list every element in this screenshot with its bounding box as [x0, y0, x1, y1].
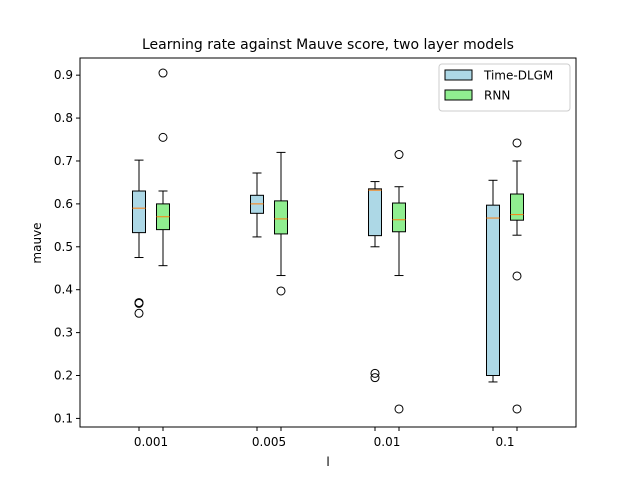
plot-area [132, 68, 524, 414]
outlier-point [158, 132, 168, 142]
outlier-point [276, 286, 286, 296]
y-tick-label: 0.5 [54, 240, 73, 254]
legend: Time-DLGM RNN [438, 63, 571, 112]
x-axis: 0.001 0.005 0.01 0.1 [134, 427, 518, 449]
legend-label-time-dlgm: Time-DLGM [483, 69, 553, 83]
y-tick-label: 0.7 [54, 154, 73, 168]
iqr-box [132, 190, 146, 234]
outlier-point [370, 373, 380, 383]
legend-swatch-time-dlgm [444, 69, 473, 81]
outlier-point [394, 404, 404, 414]
iqr-box [486, 204, 500, 377]
x-tick-label: 0.001 [134, 435, 168, 449]
box-rnn-0.01 [392, 150, 406, 414]
x-tick-label: 0.1 [495, 435, 514, 449]
outlier-point [134, 298, 144, 308]
legend-label-rnn: RNN [484, 89, 510, 103]
y-tick-label: 0.1 [54, 411, 73, 425]
box-time-dlgm-0.01 [368, 181, 382, 383]
iqr-box [274, 200, 288, 235]
box-rnn-0.001 [156, 68, 170, 267]
outlier-point [512, 404, 522, 414]
y-tick-label: 0.3 [54, 326, 73, 340]
x-tick-label: 0.005 [252, 435, 286, 449]
outlier-point [394, 150, 404, 160]
y-tick-label: 0.2 [54, 369, 73, 383]
box-rnn-0.005 [274, 151, 288, 296]
outlier-point [512, 271, 522, 281]
box-time-dlgm-0.001 [132, 159, 146, 318]
outlier-point [134, 308, 144, 318]
outlier-point [370, 368, 380, 378]
y-axis: 0.1 0.2 0.3 0.4 0.5 0.6 0.7 0.8 0.9 [54, 68, 80, 425]
iqr-box [510, 193, 524, 221]
plot-frame [79, 57, 577, 428]
iqr-box [392, 202, 406, 233]
y-tick-label: 0.6 [54, 197, 73, 211]
y-tick-label: 0.8 [54, 111, 73, 125]
legend-swatch-rnn [444, 89, 473, 101]
y-tick-label: 0.4 [54, 283, 73, 297]
outlier-point [512, 138, 522, 148]
y-tick-label: 0.9 [54, 68, 73, 82]
box-time-dlgm-0.005 [250, 172, 264, 238]
chart-title: Learning rate against Mauve score, two l… [142, 37, 514, 53]
y-axis-label: mauve [30, 222, 44, 263]
outlier-point [158, 68, 168, 78]
box-time-dlgm-0.1 [486, 179, 500, 383]
box-rnn-0.1 [510, 138, 524, 414]
iqr-box [368, 188, 382, 237]
x-tick-label: 0.01 [374, 435, 401, 449]
x-axis-label: l [326, 455, 329, 469]
